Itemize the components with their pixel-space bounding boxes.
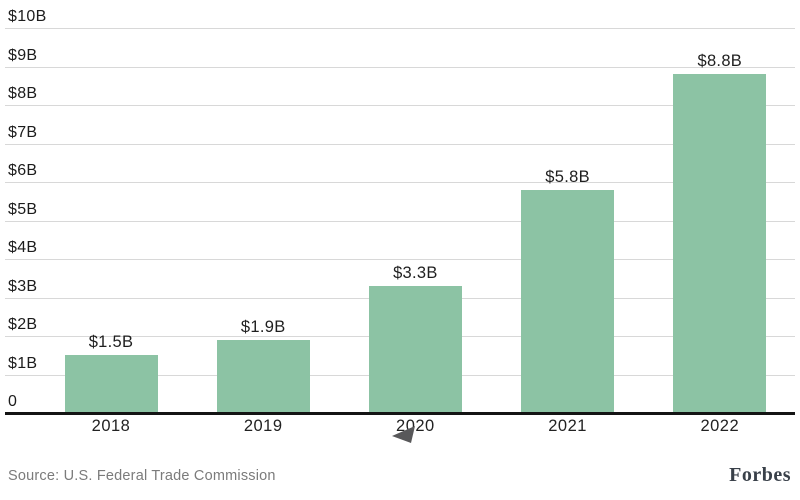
y-axis-tick-label: $2B — [8, 316, 38, 333]
bar-value-label: $8.8B — [697, 52, 743, 71]
source-note: Source: U.S. Federal Trade Commission — [8, 468, 276, 484]
gridline — [5, 259, 795, 260]
bar-2020 — [368, 285, 462, 413]
bar-value-label: $1.9B — [240, 317, 286, 336]
x-axis-tick-label: 2019 — [243, 417, 283, 435]
y-axis-tick-label: $9B — [8, 46, 38, 64]
y-axis-tick-label: $10B — [8, 8, 47, 25]
bar-2022 — [673, 74, 767, 413]
y-axis-tick-label: $7B — [8, 123, 38, 141]
bar-value-label: $3.3B — [393, 263, 438, 282]
gridline — [5, 105, 795, 106]
y-axis-tick-label: $5B — [8, 200, 38, 218]
bar-2018 — [64, 355, 158, 413]
forbes-logo: Forbes — [729, 464, 791, 486]
gridline — [5, 28, 795, 29]
y-axis-tick-label: $6B — [8, 162, 38, 179]
bar-value-label: $5.8B — [545, 167, 590, 186]
gridline — [5, 66, 795, 68]
bar-2019 — [216, 339, 310, 413]
gridline — [5, 220, 795, 222]
bar-value-label: $1.5B — [88, 333, 134, 352]
x-axis-tick-label: 2018 — [91, 417, 131, 435]
x-axis-line — [5, 412, 795, 415]
bar-2021 — [521, 189, 615, 413]
gridline — [5, 182, 795, 183]
y-axis-tick-label: $8B — [8, 85, 38, 102]
x-axis-tick-label: 2022 — [700, 417, 740, 435]
cursor-arrow-icon — [392, 426, 415, 443]
y-axis-tick-label: $4B — [8, 239, 38, 256]
gridline — [5, 143, 795, 145]
y-axis-tick-label: $1B — [8, 354, 38, 372]
y-axis-tick-label: $3B — [8, 277, 38, 295]
y-axis-tick-label: 0 — [8, 393, 18, 410]
x-axis-tick-label: 2021 — [548, 417, 587, 435]
